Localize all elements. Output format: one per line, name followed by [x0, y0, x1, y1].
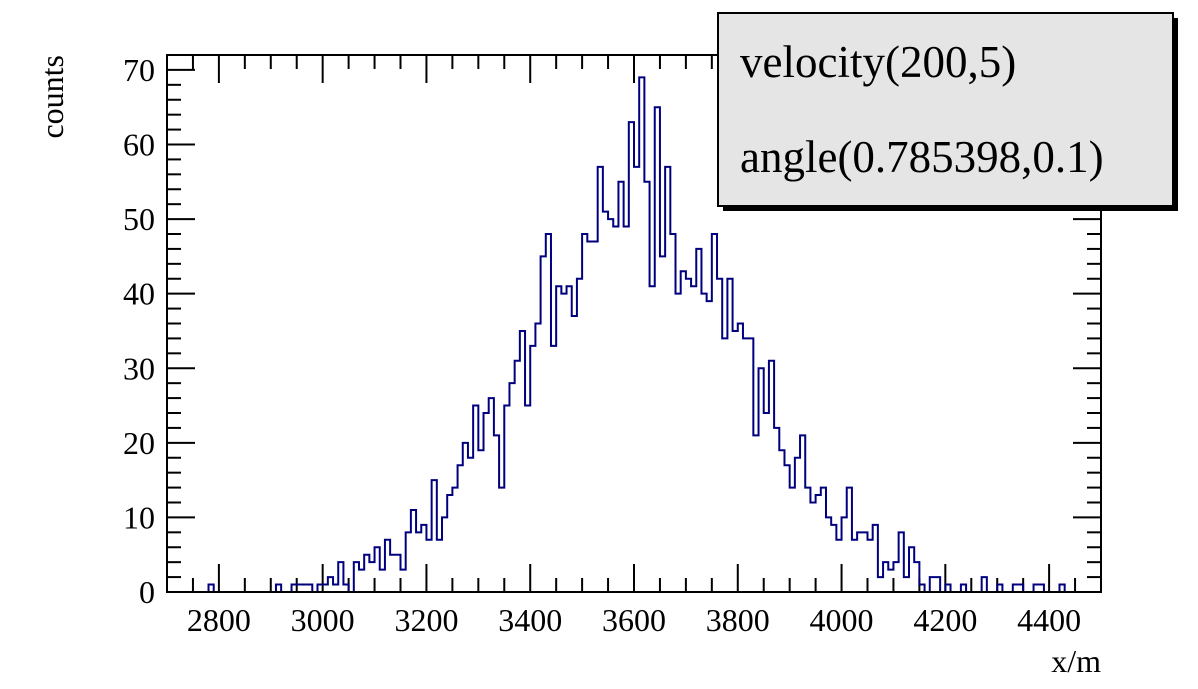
y-tick-label: 40 — [123, 276, 155, 312]
y-tick-label: 60 — [123, 127, 155, 163]
stats-velocity-label: velocity(200,5) — [740, 37, 1016, 87]
x-tick-label: 4000 — [810, 602, 874, 638]
stats-box-background — [717, 12, 1174, 207]
histogram-series — [167, 76, 1101, 593]
y-tick-label: 70 — [123, 52, 155, 88]
x-tick-label: 3000 — [291, 602, 355, 638]
tick-labels: 2800 3000 3200 3400 3600 3800 4000 4200 4400 0 10 2… — [123, 52, 1081, 638]
y-tick-label: 10 — [123, 499, 155, 535]
stats-box: velocity(200,5) angle(0.785398,0.1) — [717, 12, 1178, 211]
stats-angle-label: angle(0.785398,0.1) — [740, 132, 1104, 182]
x-axis-title: x/m — [1051, 643, 1101, 679]
y-tick-label: 0 — [139, 574, 155, 610]
x-tick-label: 4400 — [1017, 602, 1081, 638]
plot-frame — [166, 54, 1102, 593]
x-tick-label: 3200 — [394, 602, 458, 638]
x-tick-label: 3600 — [602, 602, 666, 638]
y-tick-label: 20 — [123, 425, 155, 461]
y-tick-label: 50 — [123, 201, 155, 237]
y-axis-title: counts — [34, 55, 70, 139]
y-tick-label: 30 — [123, 350, 155, 386]
x-tick-label: 2800 — [187, 602, 251, 638]
x-tick-label: 3800 — [706, 602, 770, 638]
x-tick-label: 4200 — [913, 602, 977, 638]
x-tick-label: 3400 — [498, 602, 562, 638]
